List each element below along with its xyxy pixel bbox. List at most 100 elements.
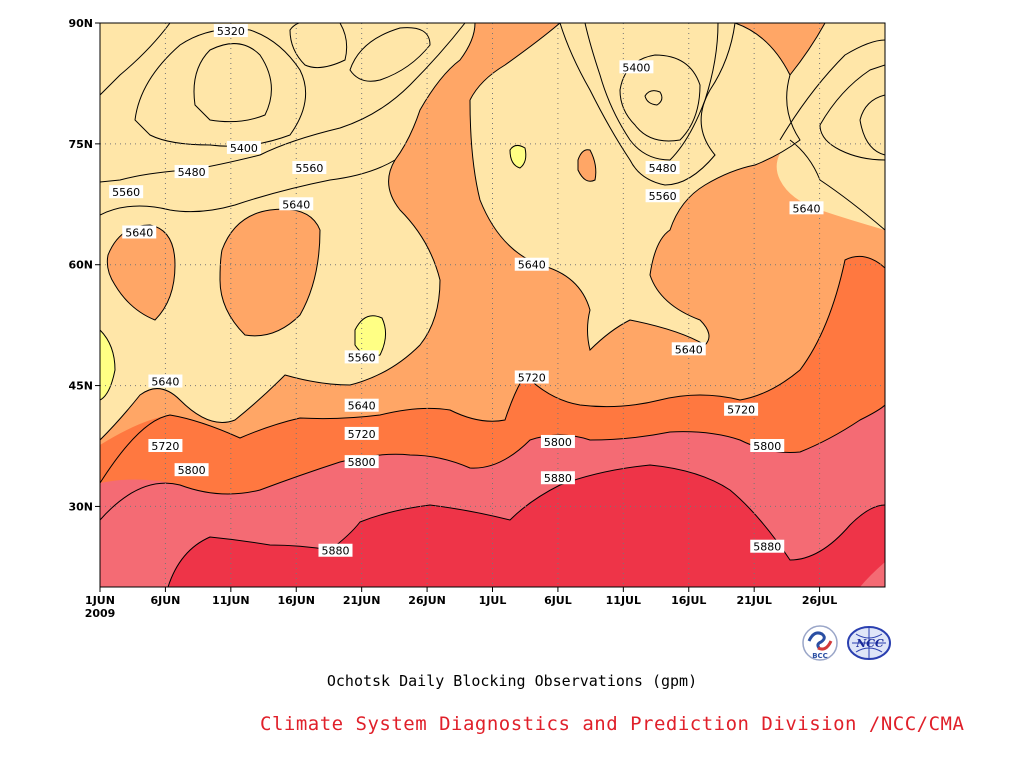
contour-label: 5800 [174, 463, 209, 477]
contour-label-bg [344, 426, 379, 440]
contour-label-text: 5560 [112, 186, 140, 199]
x-tick-label: 21JUN [343, 594, 381, 607]
contour-label-text: 5480 [649, 162, 677, 175]
contour-label-text: 5640 [675, 343, 703, 356]
contour-label-bg [645, 161, 680, 175]
contour-label: 5720 [724, 402, 759, 417]
contour-label: 5400 [226, 140, 261, 155]
contour-label: 5640 [671, 342, 706, 356]
contour-label-text: 5560 [649, 190, 677, 203]
x-tick-label: 26JUN [408, 594, 446, 607]
fill-5560-5640 [470, 23, 800, 350]
fill-5640-5720 [107, 225, 175, 320]
contour-label-bg [109, 185, 144, 199]
fill-5480-5560 [355, 315, 386, 357]
contour-label: 5560 [344, 350, 379, 364]
contour-label-bg [213, 24, 248, 38]
contour-label-text: 5880 [322, 545, 350, 558]
contour-label-bg [174, 463, 209, 477]
contour-label: 5640 [122, 225, 157, 239]
contour-labels: 5320 5400 5480 5560 5560 5640 5640 5400 5480 5560… [109, 24, 824, 558]
fill-5640-5720 [578, 149, 596, 182]
contour-label: 5640 [344, 398, 379, 413]
bcc-logo-text: BCC [812, 652, 828, 660]
fill-5480-5560 [510, 145, 526, 168]
x-year-label: 2009 [85, 607, 116, 620]
x-tick-label: 16JUN [277, 594, 315, 607]
contour-label-bg [344, 350, 379, 364]
contour-label-bg [540, 434, 575, 448]
contour-label-bg [671, 342, 706, 356]
x-tick-label: 26JUL [802, 594, 837, 607]
contour-label: 5880 [750, 539, 785, 554]
contour-label-bg [279, 197, 314, 211]
chart-title: Ochotsk Daily Blocking Observations (gpm… [326, 672, 698, 690]
contour-label: 5320 [213, 24, 248, 38]
fill-5560-5640 [776, 23, 885, 230]
contour-label: 5720 [344, 426, 379, 441]
contour-label-text: 5400 [230, 142, 258, 155]
contour-label-bg [122, 225, 157, 239]
x-tick-label: 6JUL [544, 594, 572, 607]
x-tick-label: 11JUL [606, 594, 641, 607]
y-tick-label: 75N [68, 138, 93, 151]
contour-label: 5800 [344, 455, 379, 469]
contour-label-bg [344, 398, 379, 412]
contour-label-bg [148, 374, 183, 388]
contour-label-text: 5720 [348, 428, 376, 441]
fill-5800-5880 [860, 562, 885, 587]
contour-label-bg [514, 257, 549, 271]
contour-label: 5480 [174, 165, 209, 179]
contour-label: 5640 [514, 257, 549, 272]
contour-label-text: 5400 [622, 61, 650, 74]
x-tick-label: 1JUL [479, 594, 507, 607]
y-tick-label: 60N [68, 259, 93, 272]
contour-label: 5640 [148, 374, 183, 389]
contour-label-bg [514, 370, 549, 384]
x-tick-label: 1JUN [85, 594, 115, 607]
contour-label: 5400 [619, 60, 654, 74]
contour-label-text: 5560 [348, 351, 376, 364]
contour-label: 5800 [540, 434, 575, 449]
credit-text: Climate System Diagnostics and Predictio… [260, 713, 965, 735]
contour-label: 5720 [514, 370, 549, 385]
contour-label-bg [789, 201, 824, 215]
contour-label-bg [292, 161, 327, 175]
contour-label-text: 5320 [217, 25, 245, 38]
y-tick-label: 90N [68, 17, 93, 30]
x-tick-label: 21JUL [736, 594, 771, 607]
contour-label-text: 5800 [753, 440, 781, 453]
contour-label-bg [619, 60, 654, 74]
contour-label: 5880 [540, 471, 575, 485]
contour-label-text: 5640 [348, 400, 376, 413]
contour-label-text: 5640 [125, 226, 153, 239]
bcc-logo: BCC [802, 625, 838, 661]
contour-label: 5880 [318, 543, 353, 558]
y-axis: 30N 45N 60N 75N 90N [68, 17, 100, 513]
contour-label: 5560 [645, 189, 680, 203]
x-tick-label: 11JUN [212, 594, 250, 607]
contour-label-text: 5640 [793, 202, 821, 215]
fill-5640-5720 [220, 209, 320, 336]
x-tick-label: 6JUN [150, 594, 180, 607]
contour-label-text: 5720 [518, 372, 546, 385]
contour-label-text: 5800 [348, 456, 376, 469]
contour-label-text: 5720 [727, 404, 755, 417]
y-tick-label: 30N [68, 500, 93, 513]
contour-label-bg [226, 140, 261, 154]
contour-label-text: 5560 [295, 162, 323, 175]
contour-label-text: 5480 [178, 166, 206, 179]
contour-label-bg [645, 189, 680, 203]
contour-label-text: 5880 [544, 472, 572, 485]
contour-label-text: 5800 [178, 464, 206, 477]
contour-label-bg [750, 539, 785, 553]
contour-label-text: 5720 [151, 440, 179, 453]
contour-label-bg [318, 543, 353, 557]
contour-label-bg [724, 402, 759, 416]
contour-lines [100, 23, 885, 587]
contour-label: 5560 [292, 161, 327, 175]
ncc-logo: NCC [847, 626, 891, 660]
contour-label-bg [750, 439, 785, 452]
contour-label-bg [344, 455, 379, 469]
contour-label: 5480 [645, 161, 680, 175]
